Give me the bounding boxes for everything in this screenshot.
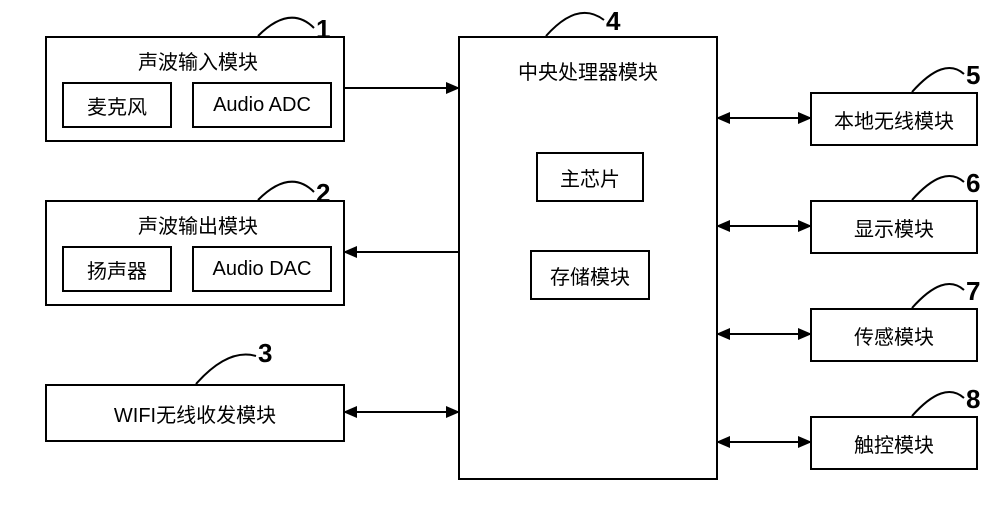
module-4: 中央处理器模块 主芯片 存储模块 [458,36,718,480]
module-6-number: 6 [966,168,980,199]
module-1-sub-left-label: 麦克风 [87,91,147,120]
module-1-sub-right: Audio ADC [192,82,332,128]
leader-3 [196,355,256,384]
leader-2 [258,182,314,200]
module-7-title: 传感模块 [854,321,934,350]
module-8: 触控模块 [810,416,978,470]
leader-5 [912,68,964,92]
module-8-number: 8 [966,384,980,415]
module-4-number: 4 [606,6,620,37]
module-2-sub-left: 扬声器 [62,246,172,292]
module-2-number: 2 [316,178,330,209]
module-4-inner-bottom: 存储模块 [530,250,650,300]
module-3-number: 3 [258,338,272,369]
module-4-inner-top-label: 主芯片 [560,163,620,192]
module-4-title: 中央处理器模块 [518,56,658,85]
module-1-number: 1 [316,14,330,45]
module-1: 声波输入模块 麦克风 Audio ADC [45,36,345,142]
module-7: 传感模块 [810,308,978,362]
module-2-sub-right: Audio DAC [192,246,332,292]
module-2-title: 声波输出模块 [138,210,258,239]
module-1-title: 声波输入模块 [138,46,258,75]
module-1-sub-left: 麦克风 [62,82,172,128]
module-8-title: 触控模块 [854,429,934,458]
module-2-sub-right-label: Audio DAC [213,258,312,281]
module-5-title: 本地无线模块 [834,105,954,134]
module-4-inner-top: 主芯片 [536,152,644,202]
module-4-inner-bottom-label: 存储模块 [550,261,630,290]
leader-7 [912,284,964,308]
module-2: 声波输出模块 扬声器 Audio DAC [45,200,345,306]
module-5: 本地无线模块 [810,92,978,146]
module-2-sub-left-label: 扬声器 [87,255,147,284]
module-6-title: 显示模块 [854,213,934,242]
module-5-number: 5 [966,60,980,91]
leader-6 [912,176,964,200]
module-7-number: 7 [966,276,980,307]
module-3-title: WIFI无线收发模块 [114,399,276,428]
module-6: 显示模块 [810,200,978,254]
module-3: WIFI无线收发模块 [45,384,345,442]
leader-8 [912,392,964,416]
leader-4 [546,13,604,36]
leader-1 [258,18,314,36]
module-1-sub-right-label: Audio ADC [213,94,311,117]
